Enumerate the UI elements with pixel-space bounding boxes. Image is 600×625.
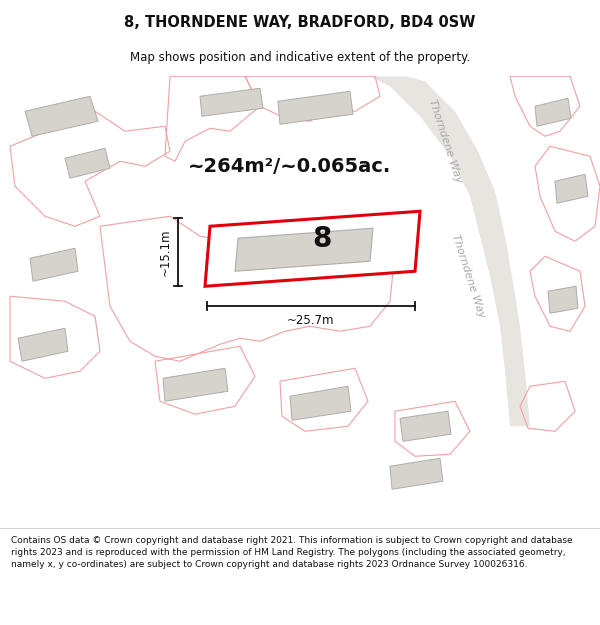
Text: Thorndene Way: Thorndene Way — [427, 98, 463, 184]
Polygon shape — [200, 88, 263, 116]
Text: ~25.7m: ~25.7m — [287, 314, 335, 328]
Polygon shape — [555, 174, 588, 203]
Text: Thorndene Way: Thorndene Way — [450, 233, 486, 319]
Polygon shape — [370, 76, 530, 426]
Polygon shape — [30, 248, 78, 281]
Polygon shape — [535, 98, 571, 126]
Text: ~15.1m: ~15.1m — [159, 229, 172, 276]
Text: 8: 8 — [313, 225, 332, 253]
Polygon shape — [390, 458, 443, 489]
Text: Contains OS data © Crown copyright and database right 2021. This information is : Contains OS data © Crown copyright and d… — [11, 536, 572, 569]
Text: Map shows position and indicative extent of the property.: Map shows position and indicative extent… — [130, 51, 470, 64]
Polygon shape — [290, 386, 351, 420]
Polygon shape — [163, 368, 228, 401]
Text: ~264m²/~0.065ac.: ~264m²/~0.065ac. — [188, 157, 392, 176]
Polygon shape — [278, 91, 353, 124]
Polygon shape — [235, 228, 373, 271]
Polygon shape — [25, 96, 98, 136]
Polygon shape — [400, 411, 451, 441]
Polygon shape — [205, 211, 420, 286]
Polygon shape — [548, 286, 578, 313]
Text: 8, THORNDENE WAY, BRADFORD, BD4 0SW: 8, THORNDENE WAY, BRADFORD, BD4 0SW — [124, 16, 476, 31]
Polygon shape — [18, 328, 68, 361]
Polygon shape — [65, 148, 110, 178]
